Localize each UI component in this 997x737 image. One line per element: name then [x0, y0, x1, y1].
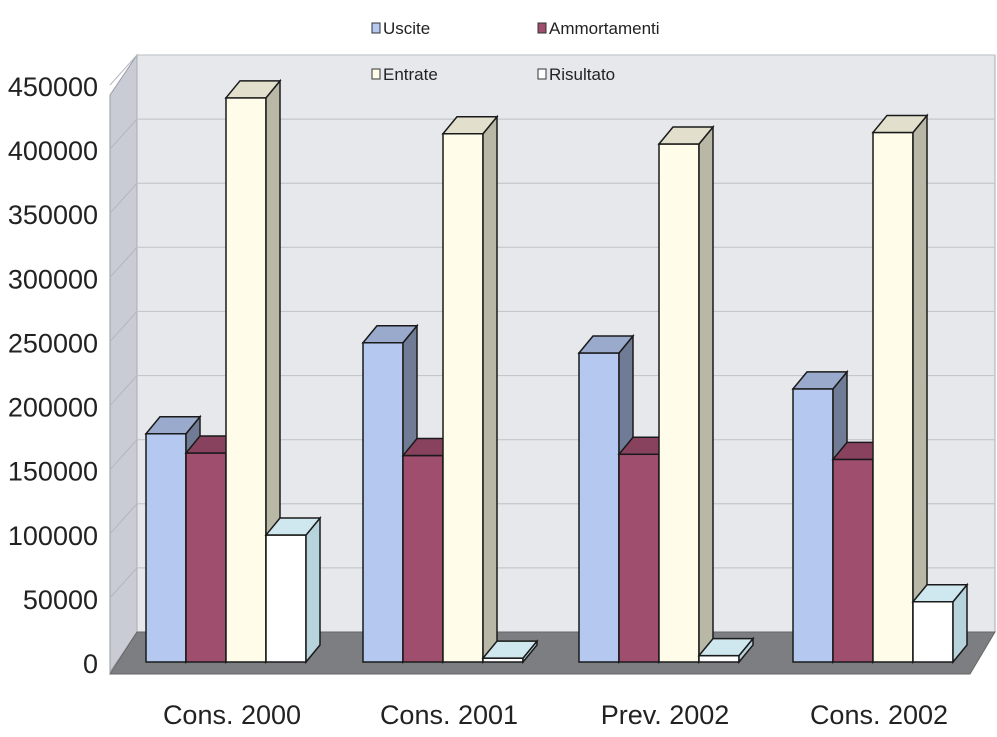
bar-top	[144, 416, 202, 435]
side-gridline	[109, 182, 138, 214]
legend-item: Risultato	[537, 65, 615, 84]
y-tick-label: 400000	[8, 136, 98, 166]
bar	[697, 636, 755, 665]
y-tick-label: 150000	[8, 457, 98, 487]
y-tick-label: 50000	[23, 585, 98, 615]
legend-label: Risultato	[549, 65, 615, 84]
y-tick-label: 300000	[8, 264, 98, 294]
bar	[871, 113, 929, 665]
bar-front	[402, 454, 444, 663]
side-gridline	[109, 375, 138, 406]
legend-swatch	[371, 68, 381, 80]
bar-side	[698, 124, 714, 665]
bar-front	[265, 534, 307, 663]
y-tick-label: 350000	[8, 200, 98, 230]
bar-front	[912, 600, 954, 663]
bar-front	[185, 452, 227, 663]
bar-top	[441, 115, 499, 135]
y-tick-label: 100000	[8, 521, 98, 551]
bar	[441, 114, 499, 665]
bar-front	[618, 453, 660, 663]
bar-front	[145, 433, 187, 663]
bar-top	[224, 80, 282, 99]
side-gridline	[109, 311, 138, 342]
bar	[224, 78, 282, 665]
bar-front	[658, 143, 700, 663]
side-gridline	[109, 118, 138, 150]
bar-side	[305, 515, 321, 665]
bar-top	[361, 324, 419, 344]
side-gridline	[109, 503, 138, 535]
legend-item: Entrate	[371, 65, 438, 84]
bar-front	[225, 97, 267, 663]
bar-top	[264, 517, 322, 536]
legend-item: Uscite	[371, 19, 430, 38]
legend-swatch	[537, 68, 547, 80]
y-tick-label: 200000	[8, 393, 98, 423]
y-tick-label: 450000	[8, 72, 98, 102]
x-tick-label: Cons. 2002	[810, 700, 948, 730]
side-gridline	[109, 54, 138, 86]
side-gridline	[109, 439, 138, 471]
legend-item: Ammortamenti	[537, 19, 660, 38]
bar-front	[832, 458, 874, 663]
bar-top	[481, 640, 539, 659]
bar	[911, 582, 969, 665]
bar-side	[482, 114, 498, 665]
bar-front	[362, 341, 404, 663]
bar-front	[698, 654, 740, 663]
y-axis-ticks: 0 50000 100000 150000 200000 250000 300000 3500…	[8, 72, 98, 679]
bar	[657, 124, 715, 665]
x-tick-label: Cons. 2001	[380, 700, 518, 730]
legend-label: Uscite	[383, 19, 430, 38]
x-axis-ticks: Cons. 2000 Cons. 2001 Prev. 2002 Cons. 2002	[163, 700, 948, 730]
bar-top	[911, 583, 969, 603]
bar-front	[872, 131, 914, 663]
bar-top	[657, 126, 715, 145]
bar	[481, 639, 539, 665]
legend-label: Ammortamenti	[549, 19, 660, 38]
legend: Uscite Ammortamenti Entrate Risultato	[371, 19, 660, 84]
bar-side	[912, 113, 928, 665]
x-tick-label: Prev. 2002	[601, 700, 730, 730]
side-gridline	[109, 246, 138, 278]
bar-front	[442, 132, 484, 663]
y-tick-label: 250000	[8, 328, 98, 358]
side-gridline	[109, 567, 138, 599]
x-tick-label: Cons. 2000	[163, 700, 301, 730]
legend-label: Entrate	[383, 65, 438, 84]
legend-swatch	[371, 22, 381, 34]
bar-top	[871, 114, 929, 134]
legend-swatch	[537, 22, 547, 34]
bar	[264, 515, 322, 665]
bar-front	[792, 388, 834, 663]
bar-top	[577, 335, 635, 354]
bar-top	[791, 371, 849, 390]
bar-top	[697, 637, 755, 657]
side-wall	[109, 53, 138, 674]
bars	[144, 78, 969, 665]
y-tick-label: 0	[83, 649, 98, 679]
bar-front	[578, 352, 620, 663]
